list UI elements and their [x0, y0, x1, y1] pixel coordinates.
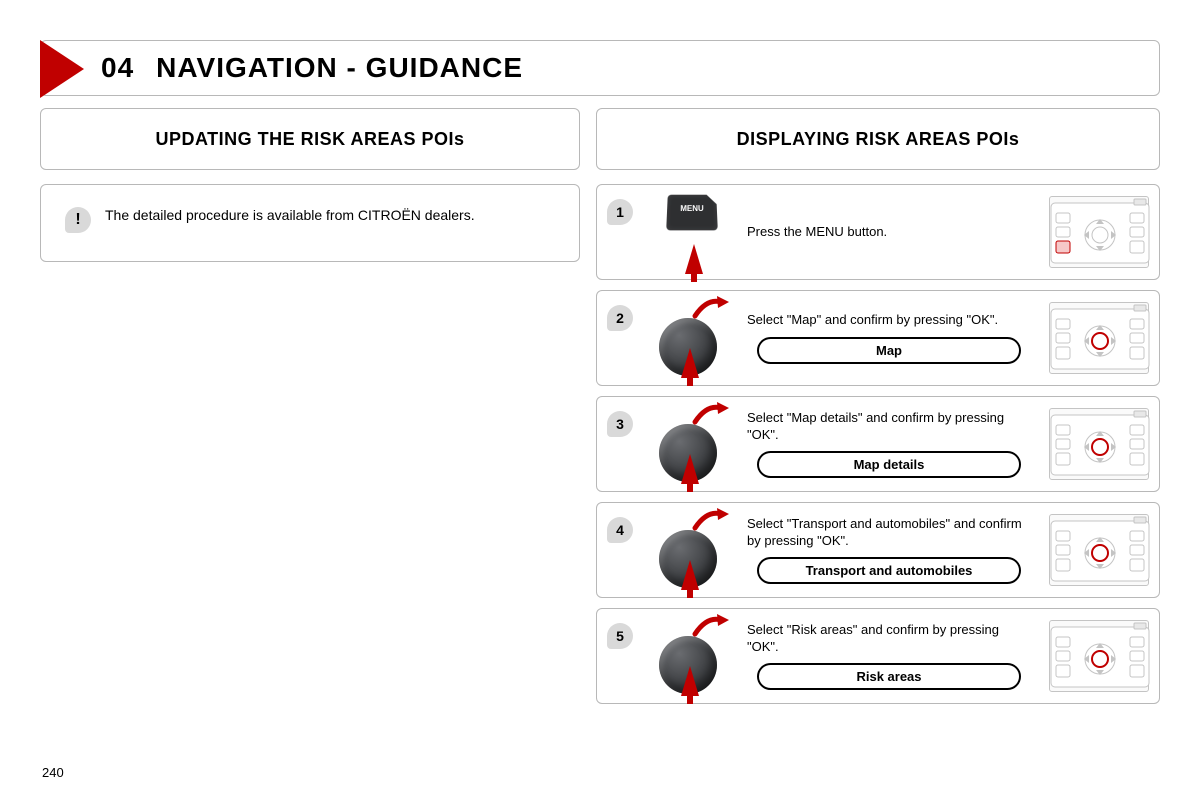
- page-number: 240: [42, 765, 64, 780]
- rotary-dial-graphic: [645, 298, 735, 378]
- menu-option-pill: Risk areas: [757, 663, 1021, 690]
- step-number-badge: 2: [607, 305, 633, 331]
- step-row: 2 Select "Map" and confirm by pressing "…: [596, 290, 1160, 386]
- right-column: DISPLAYING RISK AREAS POIs 1 MENU Press t…: [596, 108, 1160, 704]
- step-instruction: Select "Map" and confirm by pressing "OK…: [747, 312, 1031, 329]
- note-text: The detailed procedure is available from…: [105, 207, 475, 223]
- radio-panel-thumbnail: [1049, 302, 1149, 374]
- step-instruction: Select "Risk areas" and confirm by press…: [747, 622, 1031, 656]
- menu-option-pill: Transport and automobiles: [757, 557, 1021, 584]
- left-column: UPDATING THE RISK AREAS POIs ! The detai…: [40, 108, 580, 704]
- step-body: Select "Map details" and confirm by pres…: [747, 410, 1037, 479]
- step-body: Press the MENU button.: [747, 224, 1037, 241]
- menu-option-pill: Map: [757, 337, 1021, 364]
- step-instruction: Select "Transport and automobiles" and c…: [747, 516, 1031, 550]
- page-title-banner: 04 NAVIGATION - GUIDANCE: [40, 40, 1160, 96]
- step-number-badge: 5: [607, 623, 633, 649]
- rotary-dial-graphic: [645, 616, 735, 696]
- radio-panel-thumbnail: [1049, 620, 1149, 692]
- right-heading: DISPLAYING RISK AREAS POIs: [596, 108, 1160, 170]
- section-title: NAVIGATION - GUIDANCE: [156, 52, 523, 84]
- radio-panel-thumbnail: [1049, 196, 1149, 268]
- step-row: 4 Select "Transport and automobiles" and…: [596, 502, 1160, 598]
- step-row: 1 MENU Press the MENU button.: [596, 184, 1160, 280]
- left-heading: UPDATING THE RISK AREAS POIs: [40, 108, 580, 170]
- step-number-badge: 3: [607, 411, 633, 437]
- step-body: Select "Transport and automobiles" and c…: [747, 516, 1037, 585]
- radio-panel-thumbnail: [1049, 514, 1149, 586]
- rotary-dial-graphic: [645, 510, 735, 590]
- step-number-badge: 1: [607, 199, 633, 225]
- radio-panel-thumbnail: [1049, 408, 1149, 480]
- step-body: Select "Risk areas" and confirm by press…: [747, 622, 1037, 691]
- menu-button-graphic: MENU: [645, 192, 735, 272]
- menu-option-pill: Map details: [757, 451, 1021, 478]
- alert-icon: !: [65, 207, 91, 233]
- step-row: 5 Select "Risk areas" and confirm by pre…: [596, 608, 1160, 704]
- rotary-dial-graphic: [645, 404, 735, 484]
- step-number-badge: 4: [607, 517, 633, 543]
- step-body: Select "Map" and confirm by pressing "OK…: [747, 312, 1037, 364]
- steps-list: 1 MENU Press the MENU button. 2 Select "M…: [596, 184, 1160, 704]
- step-instruction: Select "Map details" and confirm by pres…: [747, 410, 1031, 444]
- section-number: 04: [101, 52, 134, 84]
- note-box: ! The detailed procedure is available fr…: [40, 184, 580, 262]
- step-instruction: Press the MENU button.: [747, 224, 1031, 241]
- step-row: 3 Select "Map details" and confirm by pr…: [596, 396, 1160, 492]
